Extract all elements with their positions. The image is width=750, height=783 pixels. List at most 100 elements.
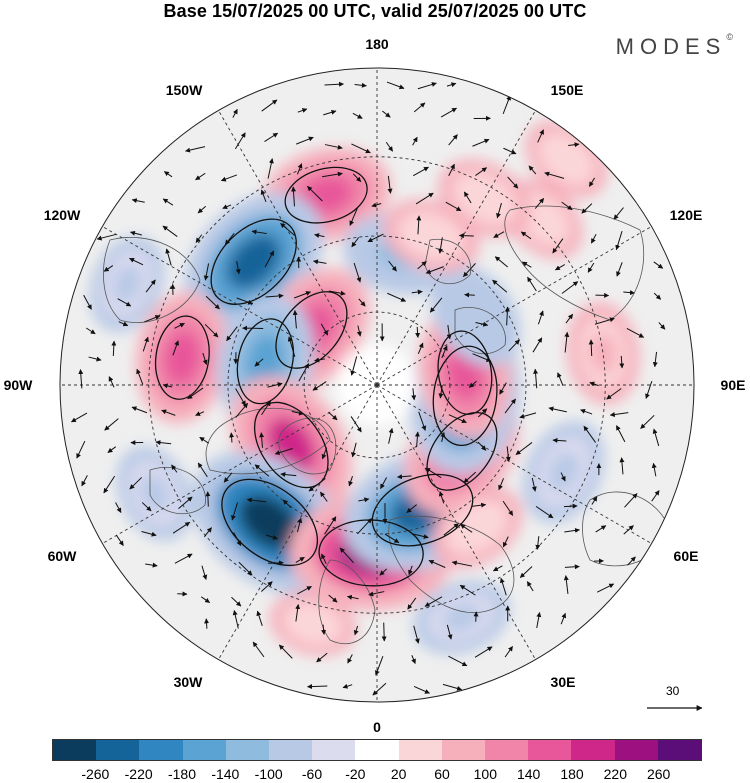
anomaly-blob-core [550, 143, 583, 175]
wind-vector [451, 560, 473, 567]
wind-vector [204, 323, 219, 338]
wind-vector [388, 260, 397, 272]
wind-vector [387, 292, 407, 302]
wind-vector [162, 383, 173, 389]
wind-vector [162, 225, 178, 237]
wind-vector [141, 530, 157, 537]
map-title: Base 15/07/2025 00 UTC, valid 25/07/2025… [163, 1, 587, 21]
colorbar-segment [398, 740, 442, 760]
colorbar-tick-label: 260 [646, 766, 671, 782]
wind-vector [653, 292, 662, 300]
wind-vector [384, 533, 400, 544]
wind-vector [417, 342, 424, 354]
longitude-label: 150E [550, 82, 584, 98]
wind-vector [651, 490, 660, 502]
wind-vector [357, 518, 372, 535]
colorbar-tick-label: -20 [345, 766, 366, 782]
anomaly-shading [89, 120, 640, 656]
wind-vector [118, 321, 129, 327]
wind-vector [561, 281, 579, 294]
wind-vector [187, 387, 204, 400]
wind-vector [626, 328, 645, 338]
wind-vector [252, 641, 265, 658]
wind-vector [246, 497, 267, 503]
wind-vector [260, 189, 267, 202]
wind-vector [316, 652, 328, 663]
wind-vector [103, 265, 114, 272]
wind-vector [155, 440, 172, 446]
colorbar-segment [96, 740, 140, 760]
wind-vector [351, 237, 360, 248]
colorbar-tick-label: 100 [473, 766, 498, 782]
wind-vector [445, 201, 462, 212]
wind-vector [321, 171, 343, 178]
wind-vector [145, 562, 158, 568]
wind-vector [385, 141, 394, 152]
wind-vector [640, 414, 655, 429]
wind-vector [412, 136, 418, 146]
wind-vector [261, 581, 273, 592]
wind-vector [195, 234, 203, 243]
wind-vector [195, 172, 206, 181]
wind-vector [328, 290, 346, 296]
wind-vector [581, 203, 593, 214]
meridian-line [376, 384, 536, 660]
wind-vector [174, 553, 193, 564]
wind-vector [528, 165, 537, 175]
wind-vector [386, 81, 405, 90]
wind-vector [418, 411, 427, 431]
contour-loop [284, 166, 368, 224]
wind-vector [372, 682, 387, 696]
wind-vector [346, 594, 359, 600]
colorbar-segment [614, 740, 658, 760]
wind-vector [429, 297, 443, 313]
wind-vector [295, 604, 301, 622]
wind-vector [96, 233, 117, 241]
colorbar-segment [312, 740, 356, 760]
wind-vector [564, 527, 580, 533]
anomaly-blob-core [589, 332, 617, 374]
wind-vector [413, 102, 426, 113]
wind-vector [563, 575, 569, 595]
wind-vector [381, 622, 387, 642]
wind-vector [380, 477, 388, 490]
wind-vector [583, 425, 597, 443]
wind-vector [328, 411, 338, 421]
wind-vector [596, 583, 615, 593]
wind-vector [515, 442, 533, 455]
wind-vector [232, 610, 239, 629]
wind-vector [256, 610, 263, 626]
wind-vector [415, 326, 421, 338]
wind-vector [415, 192, 434, 205]
wind-vector [321, 624, 327, 635]
wind-vector [616, 262, 623, 277]
wind-vector [428, 559, 446, 568]
wind-vector [440, 107, 457, 118]
wind-vector [292, 309, 298, 329]
wind-vector [438, 491, 445, 504]
wind-vector [590, 233, 597, 244]
wind-vector [627, 556, 636, 566]
wind-vector [111, 340, 117, 356]
wind-vector [475, 167, 488, 176]
wind-vector [443, 523, 459, 536]
longitude-label: 180 [365, 36, 389, 52]
wind-vector [142, 336, 149, 352]
wind-vector [131, 198, 145, 204]
wind-vector [251, 229, 267, 235]
wind-vector [413, 625, 420, 644]
anomaly-blob-core [442, 603, 481, 632]
wind-vector [464, 292, 475, 298]
wind-vector [291, 410, 304, 416]
wind-vector [619, 457, 625, 475]
wind-vector [580, 409, 593, 415]
wind-vector [144, 315, 161, 323]
brand-name: MODES [615, 34, 727, 59]
longitude-label: 30E [550, 674, 576, 690]
wind-vector [342, 683, 353, 689]
wind-vector [161, 409, 176, 416]
wind-vector [446, 624, 453, 640]
wind-vector [172, 521, 191, 534]
wind-vector [498, 478, 505, 491]
colorbar-tick-label: 220 [603, 766, 628, 782]
